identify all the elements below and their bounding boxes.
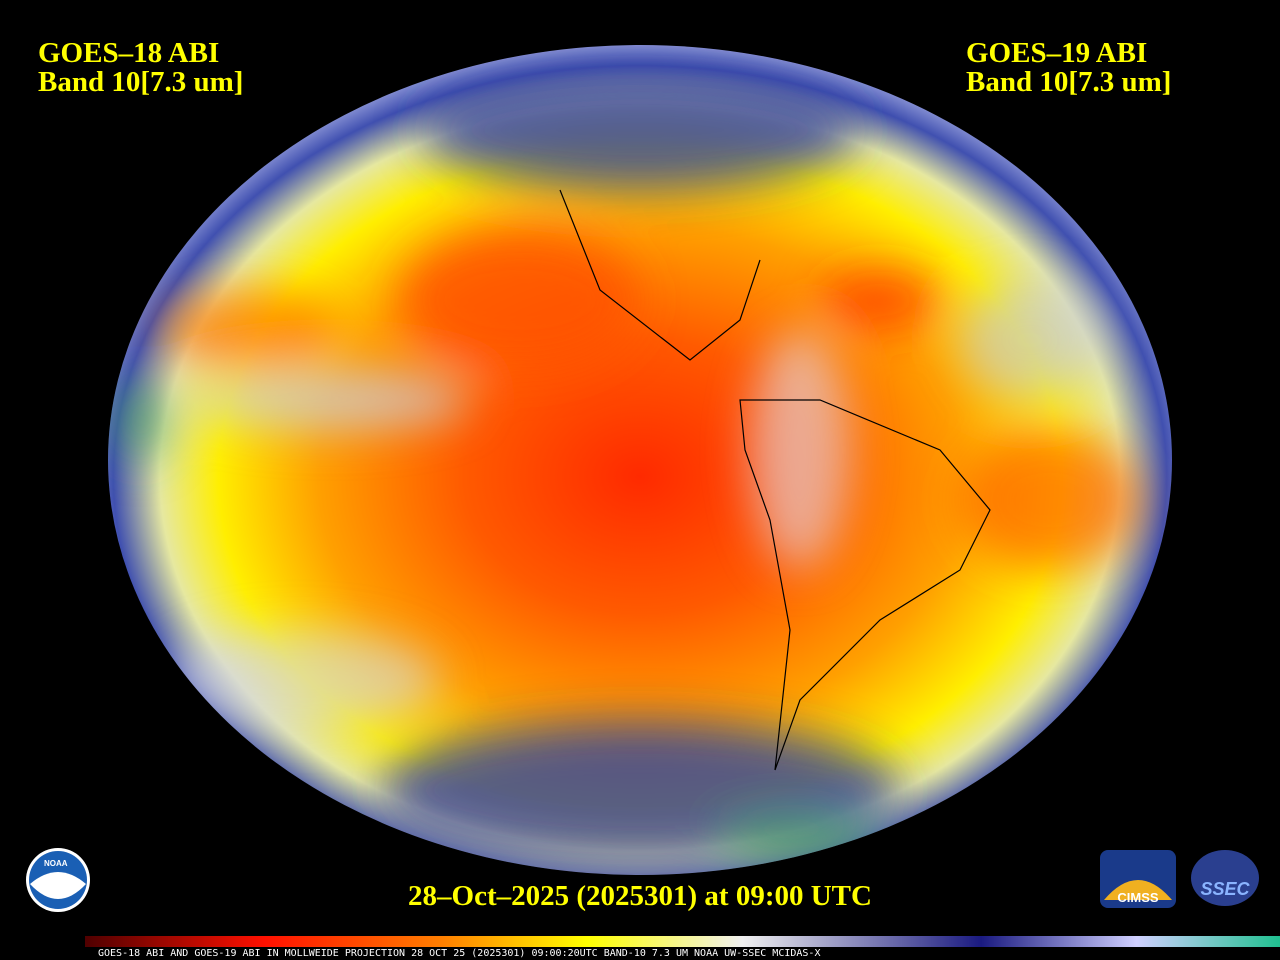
cimss-text: CIMSS [1117,890,1159,905]
noaa-logo: NOAA [26,848,90,912]
noaa-text: NOAA [44,859,68,868]
ssec-text: SSEC [1200,879,1250,899]
caption: GOES-18 ABI AND GOES-19 ABI IN MOLLWEIDE… [98,948,820,959]
left-band: Band 10[7.3 um] [38,66,243,98]
timestamp: 28–Oct–2025 (2025301) at 09:00 UTC [408,880,872,912]
coastlines [559,189,991,771]
color-bar [85,936,1280,947]
cloud-features [110,70,1140,865]
right-satellite: GOES–19 ABI [966,37,1147,69]
right-band: Band 10[7.3 um] [966,66,1171,98]
left-satellite: GOES–18 ABI [38,37,219,69]
ssec-logo: SSEC [1191,850,1259,906]
cimss-logo: CIMSS [1100,850,1176,908]
